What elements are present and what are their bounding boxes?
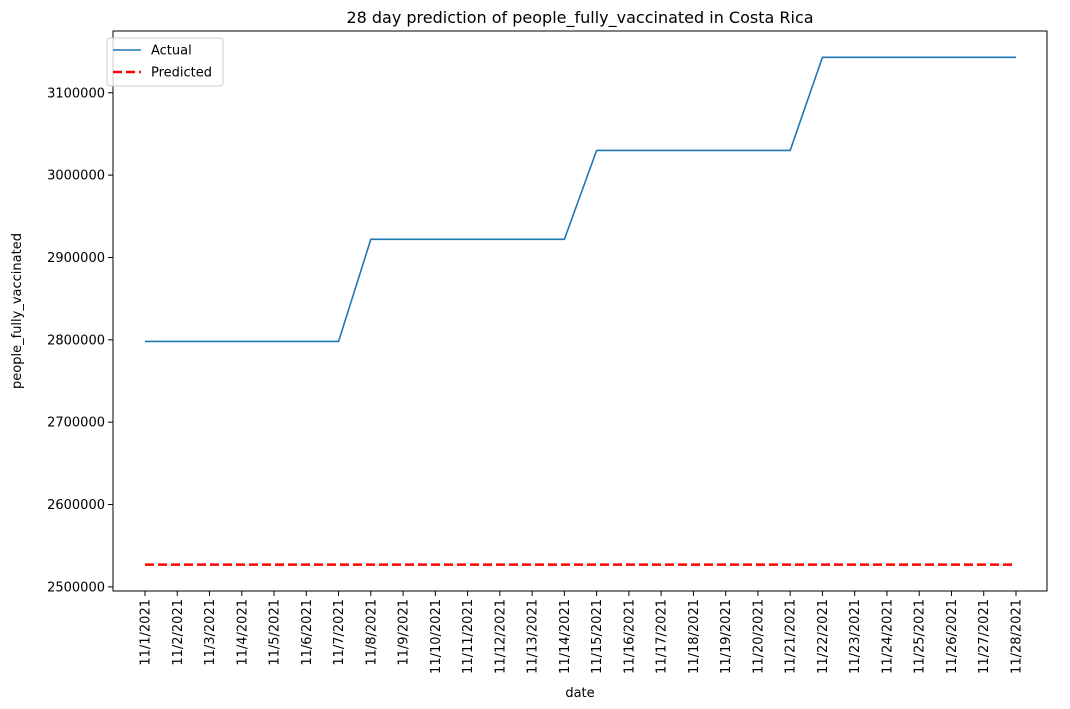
x-tick-label: 11/7/2021 bbox=[332, 599, 347, 666]
x-tick-label: 11/19/2021 bbox=[719, 599, 734, 674]
x-tick-label: 11/4/2021 bbox=[235, 599, 250, 666]
x-tick-label: 11/18/2021 bbox=[687, 599, 702, 674]
x-tick-label: 11/25/2021 bbox=[913, 599, 928, 674]
x-tick-label: 11/24/2021 bbox=[880, 599, 895, 674]
x-tick-label: 11/21/2021 bbox=[784, 599, 799, 674]
y-axis: 2500000 2600000 2700000 2800000 2900000 30000… bbox=[47, 86, 113, 595]
x-tick-label: 11/28/2021 bbox=[1010, 599, 1025, 674]
y-tick-label: 2800000 bbox=[47, 333, 105, 348]
x-axis-label: date bbox=[565, 686, 594, 701]
x-axis: 11/1/2021 11/2/2021 11/3/2021 11/4/2021 11/5… bbox=[139, 591, 1025, 674]
y-tick-label: 2600000 bbox=[47, 498, 105, 513]
y-tick-label: 3100000 bbox=[47, 86, 105, 101]
x-tick-label: 11/10/2021 bbox=[429, 599, 444, 674]
y-axis-label: people_fully_vaccinated bbox=[10, 233, 25, 389]
x-tick-label: 11/22/2021 bbox=[816, 599, 831, 674]
chart-title: 28 day prediction of people_fully_vaccin… bbox=[346, 8, 813, 28]
x-tick-label: 11/17/2021 bbox=[655, 599, 670, 674]
x-tick-label: 11/8/2021 bbox=[364, 599, 379, 666]
x-tick-label: 11/6/2021 bbox=[300, 599, 315, 666]
y-tick-label: 2500000 bbox=[47, 580, 105, 595]
x-tick-label: 11/27/2021 bbox=[977, 599, 992, 674]
series-layer bbox=[145, 56, 1016, 566]
x-tick-label: 11/12/2021 bbox=[493, 599, 508, 674]
x-tick-label: 11/11/2021 bbox=[461, 599, 476, 674]
x-tick-label: 11/13/2021 bbox=[526, 599, 541, 674]
y-tick-label: 2900000 bbox=[47, 251, 105, 266]
legend: Actual Predicted bbox=[106, 37, 224, 87]
legend-label: Actual bbox=[151, 44, 192, 59]
x-tick-label: 11/3/2021 bbox=[203, 599, 218, 666]
x-tick-label: 11/20/2021 bbox=[751, 599, 766, 674]
x-tick-label: 11/9/2021 bbox=[397, 599, 412, 666]
legend-label: Predicted bbox=[151, 66, 212, 81]
x-tick-label: 11/23/2021 bbox=[848, 599, 863, 674]
x-tick-label: 11/16/2021 bbox=[622, 599, 637, 674]
x-tick-label: 11/15/2021 bbox=[590, 599, 605, 674]
y-tick-label: 3000000 bbox=[47, 169, 105, 184]
x-tick-label: 11/26/2021 bbox=[945, 599, 960, 674]
x-tick-label: 11/5/2021 bbox=[268, 599, 283, 666]
x-tick-label: 11/1/2021 bbox=[139, 599, 154, 666]
series-line-actual bbox=[145, 56, 1016, 343]
x-tick-label: 11/2/2021 bbox=[171, 599, 186, 666]
x-tick-label: 11/14/2021 bbox=[558, 599, 573, 674]
plot-area bbox=[112, 30, 1048, 592]
y-tick-label: 2700000 bbox=[47, 416, 105, 431]
